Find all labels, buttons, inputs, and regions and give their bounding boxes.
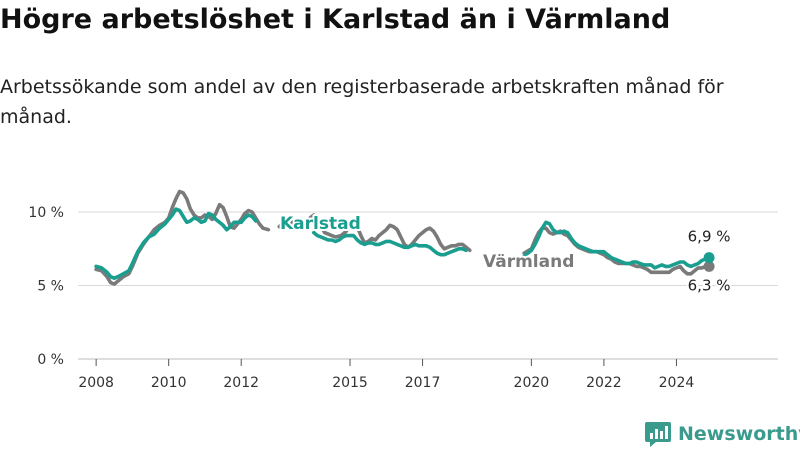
x-tick-label: 2024 (659, 375, 695, 391)
label-layer: Karlstad Värmland 6,9 % 6,3 % (278, 212, 733, 296)
end-value-label-varmland: 6,3 % (688, 276, 731, 294)
chart-subtitle: Arbetssökande som andel av den registerb… (0, 76, 724, 128)
y-tick-label: 0 % (37, 352, 64, 368)
series-label-karlstad: Karlstad (280, 214, 361, 234)
newsworthy-logo-icon (645, 422, 671, 447)
end-point-karlstad (703, 252, 715, 264)
series-line-karlstad (312, 230, 468, 257)
y-tick-label: 10 % (28, 205, 64, 221)
series-line-varmland (94, 189, 271, 286)
end-point-varmland (703, 260, 715, 272)
series-label-varmland: Värmland (483, 252, 574, 272)
series-layer (94, 189, 715, 286)
x-tick-label: 2010 (151, 375, 187, 391)
series-line-karlstad (522, 220, 711, 270)
x-tick-label: 2012 (223, 375, 259, 391)
grid-layer (78, 211, 778, 360)
end-value-label-karlstad: 6,9 % (688, 228, 731, 246)
x-tick-label: 2015 (332, 375, 368, 391)
y-tick-label: 5 % (37, 279, 64, 295)
series-line-varmland (277, 213, 472, 253)
x-tick-label: 2022 (586, 375, 622, 391)
brand-name: Newsworthy (678, 423, 800, 445)
chart-title: Högre arbetslöshet i Karlstad än i Värml… (0, 4, 671, 35)
x-tick-label: 2020 (514, 375, 550, 391)
series-line-karlstad (94, 207, 258, 280)
x-tick-label: 2008 (78, 375, 114, 391)
x-tick-label: 2017 (405, 375, 441, 391)
brand-logo: Newsworthy (644, 420, 800, 448)
axis-layer: 0 % 5 % 10 % 2008 2010 2012 2015 2017 2020 2022 20… (28, 205, 694, 391)
